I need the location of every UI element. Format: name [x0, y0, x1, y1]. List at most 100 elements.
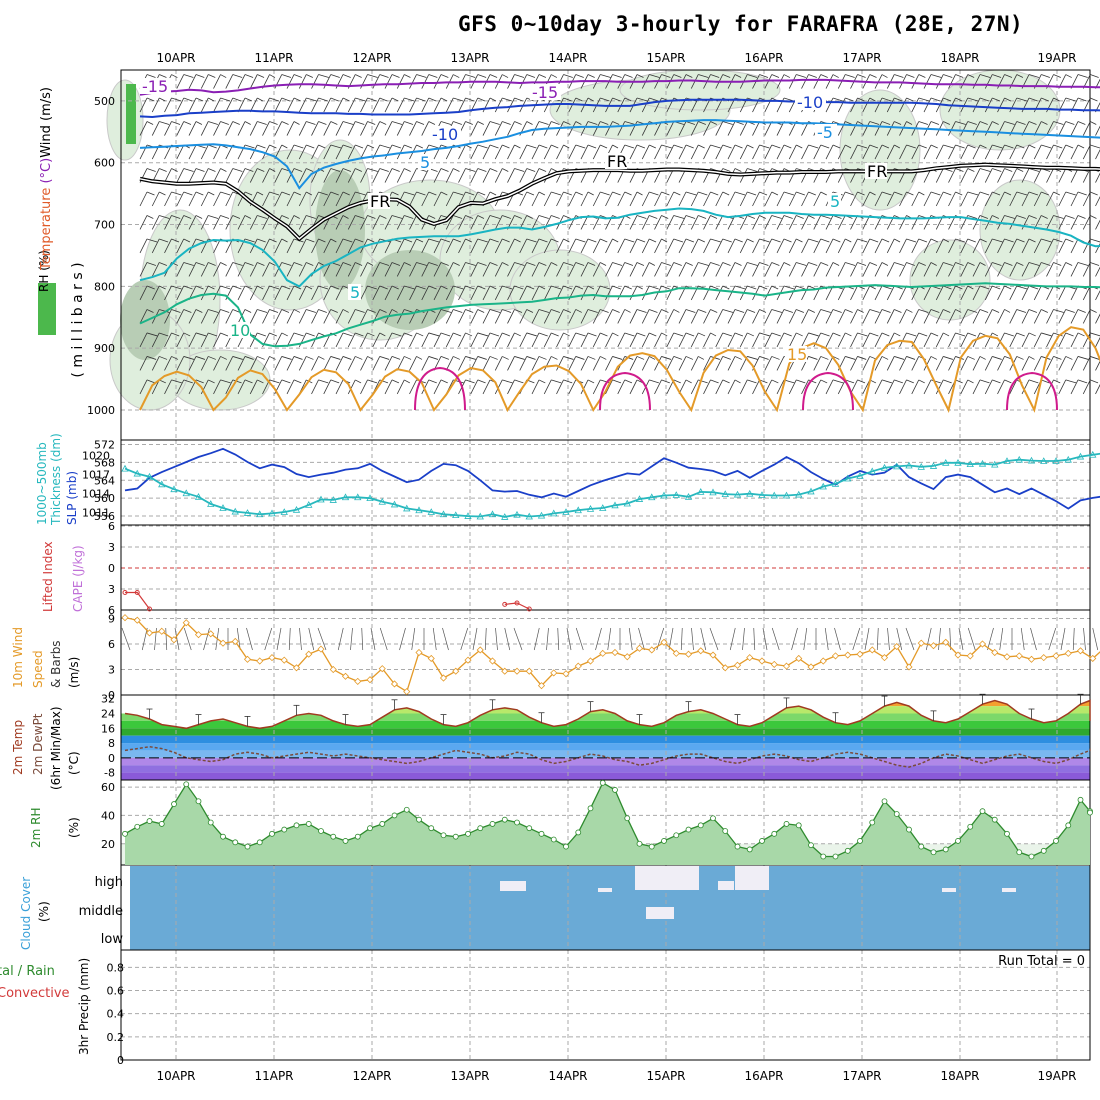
wind-barb	[1065, 379, 1077, 384]
wind-tick-label: 9	[108, 613, 115, 626]
wind-barb	[433, 74, 442, 89]
wind-barb	[869, 191, 876, 196]
wind-barb	[1021, 309, 1030, 324]
thickness-marker	[880, 463, 889, 471]
surface-wind-barb	[834, 627, 841, 651]
wind-barb	[722, 379, 730, 384]
wind-barb	[605, 332, 613, 348]
wind-barb	[1028, 309, 1038, 313]
wind-barb	[918, 309, 929, 313]
wind-barb	[262, 356, 270, 371]
wind-barb	[323, 191, 332, 207]
wind-barb	[232, 379, 242, 384]
wind-barb	[306, 168, 314, 172]
wind-barb	[948, 262, 956, 277]
wind-barb	[416, 191, 426, 196]
wind-barb	[1070, 332, 1079, 348]
wind-barb	[269, 191, 280, 196]
wind-barb	[458, 285, 466, 301]
wind-barb	[195, 262, 205, 266]
wind-barb	[825, 309, 834, 324]
wind-barb	[514, 238, 521, 243]
wind-barb	[825, 97, 834, 113]
wind-barb	[886, 191, 895, 207]
wind-barb	[445, 262, 454, 277]
wind-barb	[911, 97, 920, 113]
wind-barb	[967, 144, 976, 149]
wind-barb	[391, 191, 399, 196]
cloud-row-label: middle	[79, 904, 123, 919]
wind-barb	[874, 285, 883, 301]
wind-speed-marker	[366, 676, 374, 684]
wind-barb	[355, 309, 365, 313]
wind-barb	[808, 144, 819, 149]
wind-barb	[269, 144, 277, 149]
wind-barb	[722, 285, 730, 290]
wind-barb	[453, 238, 461, 243]
wind-barb	[470, 309, 479, 324]
wind-barb	[1004, 309, 1011, 313]
wind-barb	[318, 191, 328, 196]
wind-barb	[433, 309, 442, 324]
wind-barb	[526, 121, 533, 125]
wind-barb	[188, 97, 197, 113]
wind-barb	[739, 121, 748, 136]
y-axis-label: (%)	[37, 901, 51, 922]
wind-barb	[416, 238, 424, 243]
wind-barb	[1009, 285, 1018, 301]
wind-barb	[1082, 191, 1091, 207]
wind-barb	[796, 215, 804, 219]
cloud-patch	[735, 866, 769, 890]
wind-barb	[715, 332, 724, 348]
wind-barb	[997, 309, 1005, 324]
wind-barb	[391, 74, 400, 78]
wind-barb	[489, 121, 500, 125]
wind-barb	[764, 309, 773, 324]
wind-barb	[1090, 97, 1098, 102]
wind-barb	[470, 238, 479, 254]
wind-barb	[600, 332, 608, 337]
wind-barb	[1004, 238, 1014, 243]
wind-speed-marker	[268, 654, 276, 662]
wind-barb	[470, 168, 479, 183]
wind-barb	[943, 332, 950, 337]
rh-point	[1065, 822, 1072, 829]
wind-barb	[666, 285, 675, 301]
rh-point	[563, 843, 569, 850]
wind-barb	[286, 97, 295, 113]
thickness-marker	[795, 490, 803, 498]
wind-speed-marker	[795, 654, 803, 663]
wind-barb	[171, 285, 182, 290]
wind-barb	[453, 309, 463, 313]
wind-tick-label: 0	[108, 689, 115, 702]
thickness-marker	[1027, 456, 1036, 464]
thickness-tick-label: 568	[94, 456, 115, 469]
wind-barb	[727, 215, 736, 230]
wind-barb	[739, 191, 748, 207]
wind-barb	[832, 356, 840, 360]
wind-barb	[208, 285, 215, 290]
wind-barb	[514, 121, 522, 125]
wind-barb	[678, 332, 687, 348]
wind-barb	[984, 238, 993, 254]
temperature-contour	[599, 371, 651, 411]
wind-barb	[293, 168, 303, 172]
wind-barb	[874, 309, 883, 324]
wind-barb	[666, 215, 675, 230]
y-axis-label: Speed	[31, 650, 45, 688]
wind-barb	[1016, 144, 1025, 149]
wind-barb	[1077, 121, 1086, 125]
wind-barb	[159, 191, 166, 196]
wind-barb	[298, 332, 307, 348]
wind-barb	[1041, 74, 1050, 78]
wind-barb	[208, 332, 218, 337]
wind-speed-marker	[305, 650, 313, 658]
wind-barb	[1016, 168, 1024, 172]
wind-barb	[1053, 332, 1063, 337]
thickness-marker	[660, 491, 668, 499]
precip-tick-label: 0	[117, 1054, 124, 1067]
wind-barb	[262, 97, 270, 113]
wind-barb	[502, 97, 512, 102]
wind-barb	[176, 309, 185, 324]
thickness-marker	[942, 458, 950, 466]
